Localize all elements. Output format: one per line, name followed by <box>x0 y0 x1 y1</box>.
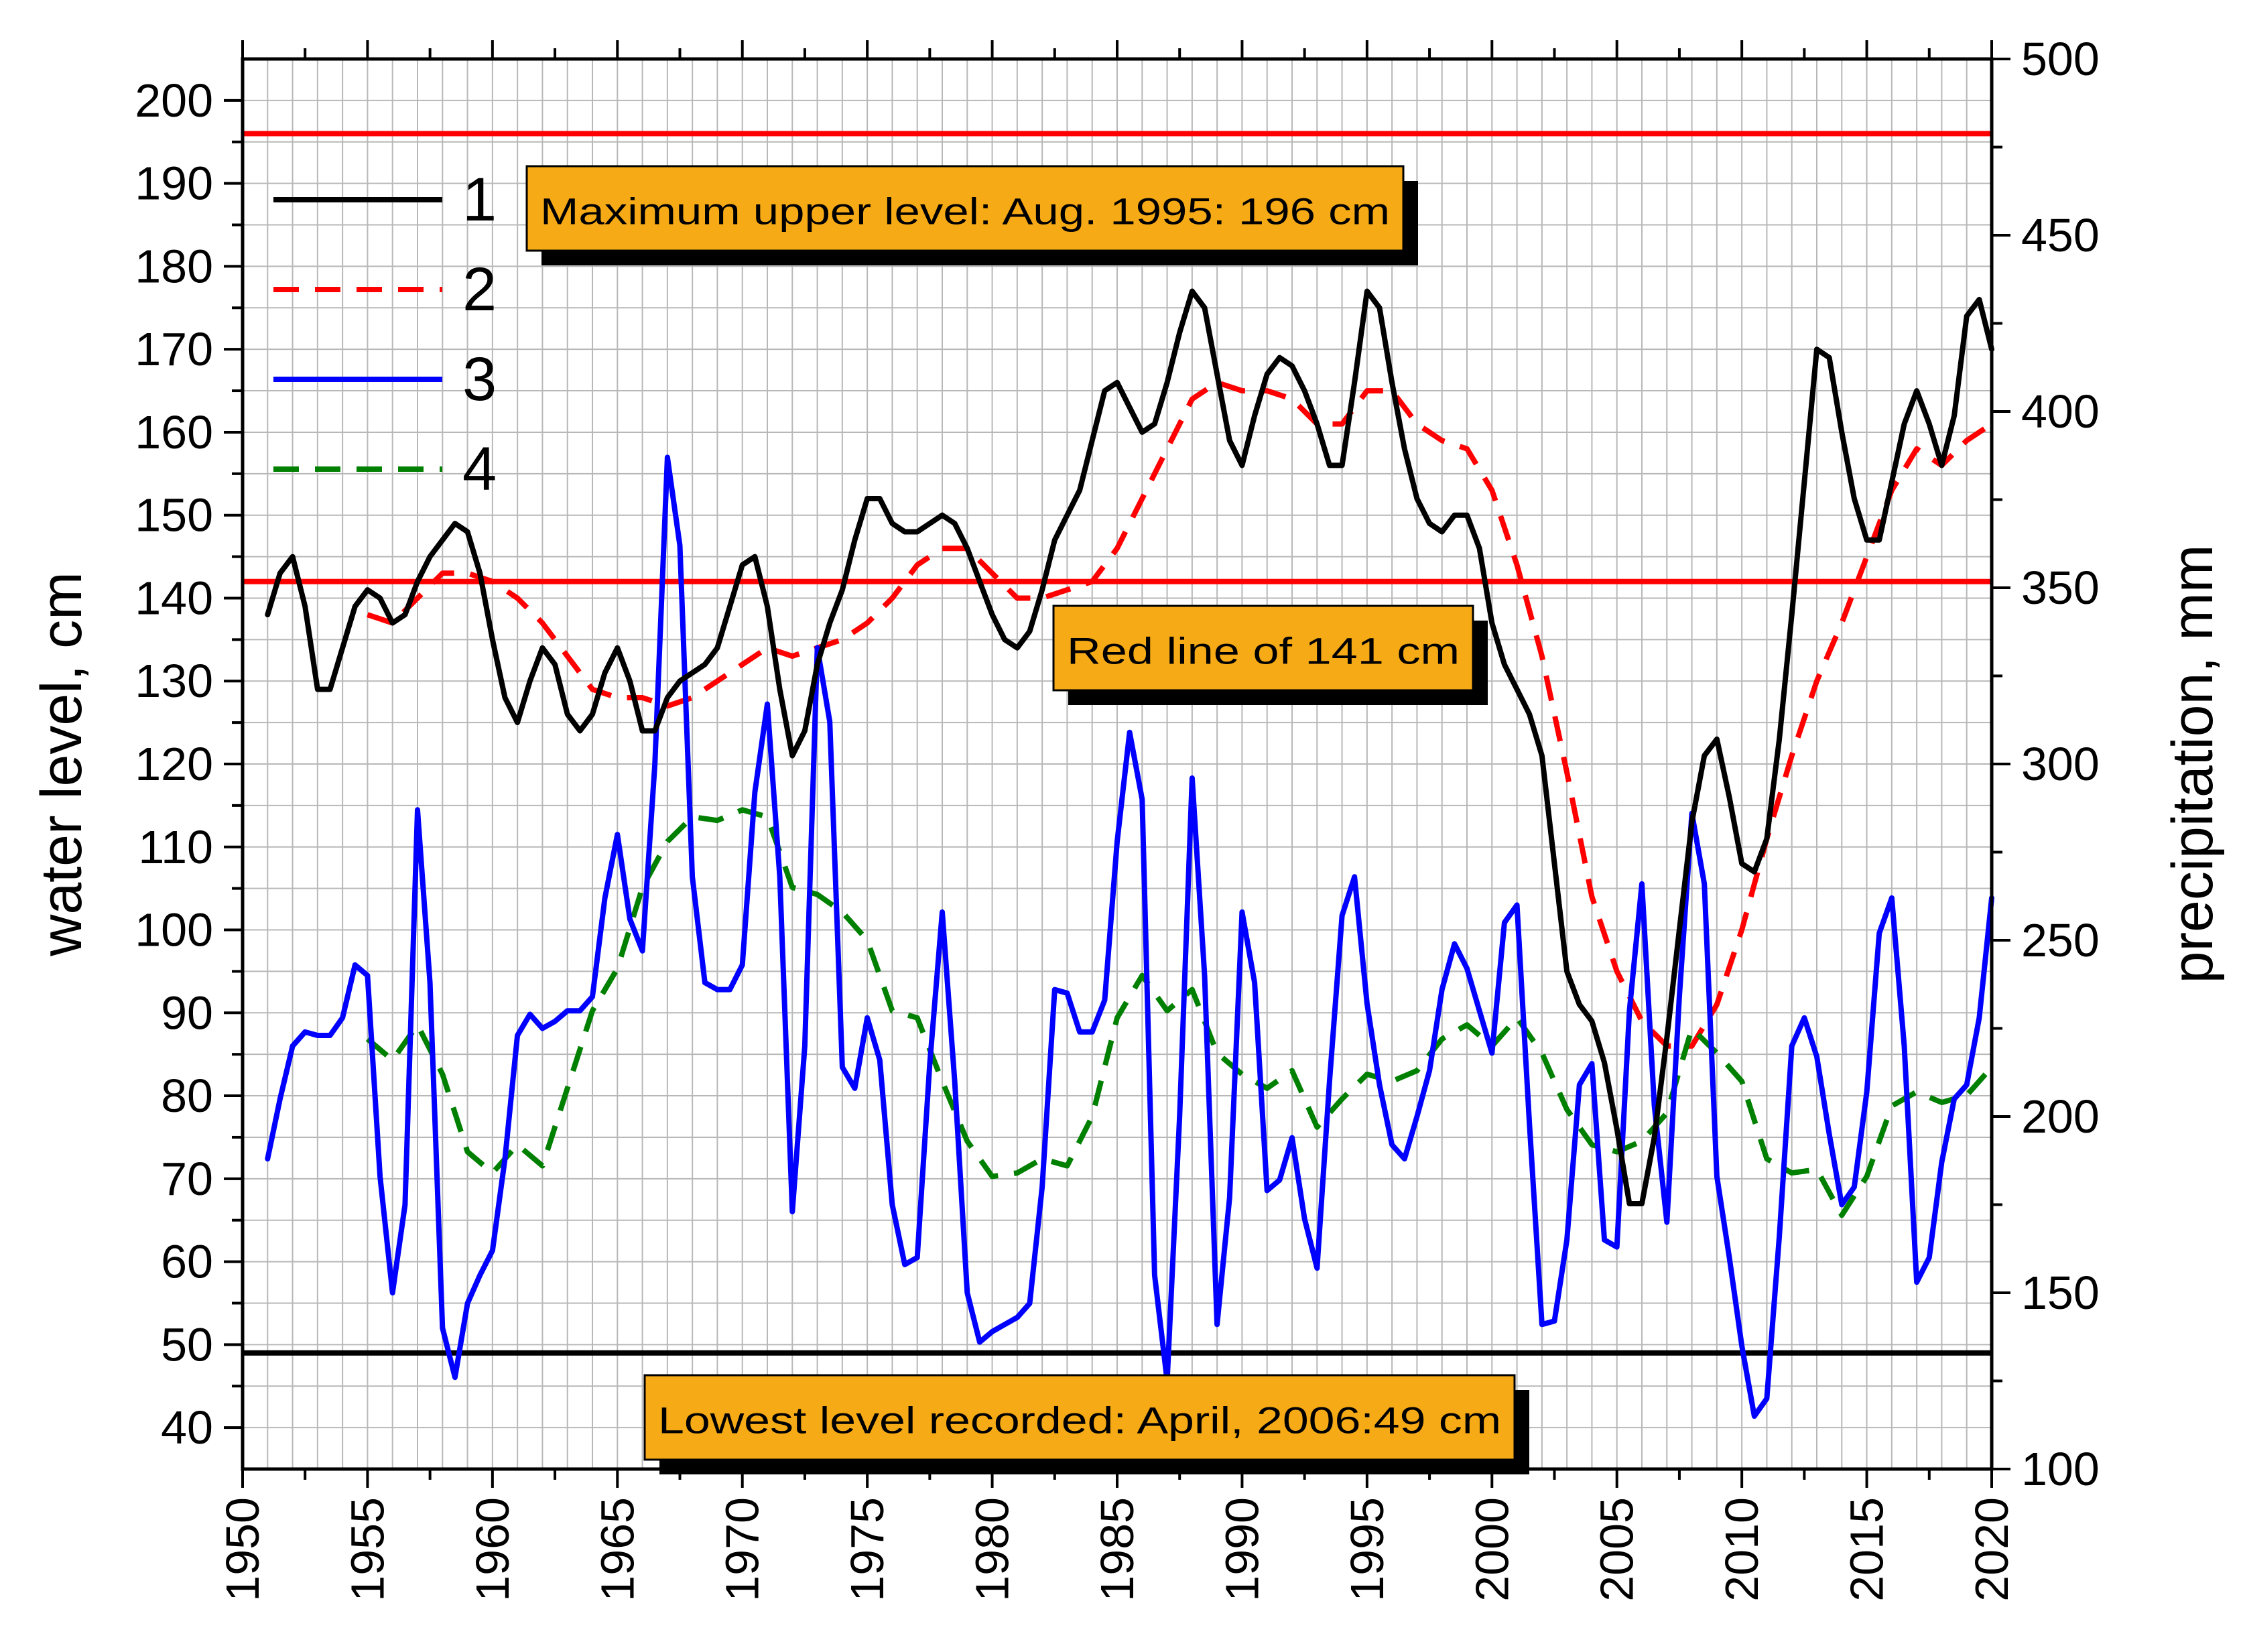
x-tick-label: 1990 <box>1216 1497 1268 1602</box>
y-tick-label: 170 <box>135 323 213 375</box>
legend-label-4: 4 <box>462 435 497 503</box>
y-tick-label: 100 <box>135 904 213 956</box>
y2-tick-label: 200 <box>2021 1090 2100 1143</box>
annotation-max-text: Maximum upper level: Aug. 1995: 196 cm <box>540 190 1390 233</box>
y2-tick-label: 450 <box>2021 209 2100 261</box>
y-axis-title: water level, cm <box>29 572 94 957</box>
legend-label-2: 2 <box>462 255 497 324</box>
x-tick-label: 2020 <box>1966 1497 2018 1602</box>
x-tick-label: 2000 <box>1466 1497 1518 1602</box>
x-tick-label: 2015 <box>1841 1497 1893 1602</box>
x-tick-label: 1980 <box>966 1497 1019 1602</box>
y-tick-label: 140 <box>135 572 213 624</box>
legend: 1 2 3 4 <box>273 166 497 503</box>
y-tick-label: 160 <box>135 406 213 458</box>
series-line-2 <box>367 379 1994 1049</box>
reference-lines <box>243 131 1992 1356</box>
annotation-lowest-level: Lowest level recorded: April, 2006:49 cm <box>643 1374 1529 1474</box>
annotation-red-line: Red line of 141 cm <box>1052 605 1488 705</box>
y-tick-label: 120 <box>135 738 213 790</box>
annotation-low-text: Lowest level recorded: April, 2006:49 cm <box>658 1399 1501 1442</box>
x-tick-label: 1970 <box>716 1497 769 1602</box>
y-tick-label: 40 <box>161 1401 213 1454</box>
y-tick-label: 80 <box>161 1070 213 1122</box>
y2-tick-label: 100 <box>2021 1443 2100 1495</box>
series-line-3 <box>265 454 1994 1419</box>
x-tick-label: 1950 <box>216 1497 269 1602</box>
y-tick-label: 200 <box>135 74 213 127</box>
y2-tick-label: 250 <box>2021 914 2100 966</box>
y-tick-label: 190 <box>135 157 213 210</box>
tick-labels: 1950 1955 1960 1965 1970 1975 1980 1985 1990 1995… <box>135 33 2100 1602</box>
legend-label-3: 3 <box>462 345 497 414</box>
x-tick-label: 2010 <box>1716 1497 1768 1602</box>
y-tick-label: 110 <box>138 821 213 873</box>
series-line-4 <box>365 807 1994 1218</box>
y-tick-label: 50 <box>161 1318 213 1371</box>
y-tick-label: 60 <box>161 1236 213 1288</box>
x-tick-label: 1965 <box>591 1497 643 1602</box>
y-tick-label: 90 <box>161 987 213 1039</box>
x-tick-label: 1995 <box>1341 1497 1393 1602</box>
legend-label-1: 1 <box>462 166 497 234</box>
y-tick-label: 180 <box>135 240 213 292</box>
y-tick-label: 130 <box>135 655 213 707</box>
x-tick-label: 2005 <box>1591 1497 1643 1602</box>
y-tick-label: 150 <box>135 489 213 542</box>
series-layer <box>265 288 1994 1419</box>
x-tick-label: 1985 <box>1091 1497 1143 1602</box>
annotation-max-box <box>525 165 1405 252</box>
y-tick-label: 70 <box>161 1153 213 1205</box>
x-tick-label: 1975 <box>841 1497 893 1602</box>
series-line-1 <box>265 288 1994 1206</box>
y2-tick-label: 150 <box>2021 1267 2100 1319</box>
y2-tick-label: 400 <box>2021 385 2100 438</box>
annotation-max-level: Maximum upper level: Aug. 1995: 196 cm <box>525 165 1418 265</box>
y2-tick-label: 500 <box>2021 33 2100 85</box>
y2-tick-label: 350 <box>2021 562 2100 614</box>
y2-axis-title: precipitation, mm <box>2161 545 2225 984</box>
annotation-low-box <box>643 1374 1516 1461</box>
x-tick-label: 1960 <box>466 1497 519 1602</box>
annotation-red-text: Red line of 141 cm <box>1067 630 1460 672</box>
y2-tick-label: 300 <box>2021 738 2100 790</box>
x-tick-label: 1955 <box>341 1497 393 1602</box>
annotation-red-box <box>1052 605 1474 692</box>
